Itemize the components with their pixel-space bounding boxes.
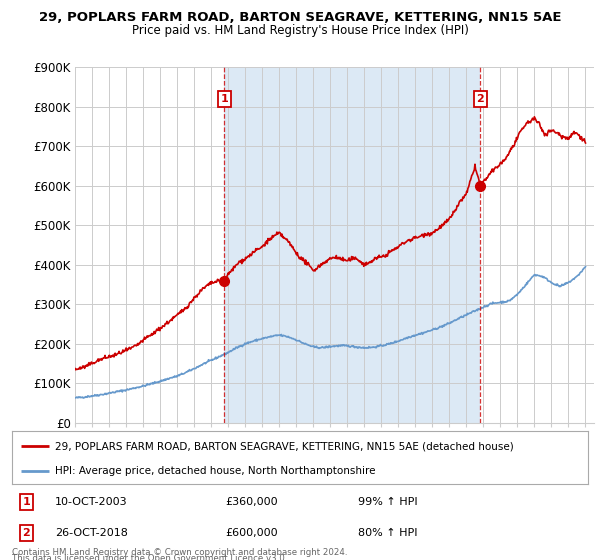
Text: 29, POPLARS FARM ROAD, BARTON SEAGRAVE, KETTERING, NN15 5AE (detached house): 29, POPLARS FARM ROAD, BARTON SEAGRAVE, …	[55, 441, 514, 451]
Text: £600,000: £600,000	[225, 528, 278, 538]
Text: 1: 1	[221, 94, 228, 104]
Bar	[224, 67, 481, 423]
Text: 2: 2	[22, 528, 30, 538]
Text: 80% ↑ HPI: 80% ↑ HPI	[358, 528, 417, 538]
Text: HPI: Average price, detached house, North Northamptonshire: HPI: Average price, detached house, Nort…	[55, 466, 376, 476]
Text: 10-OCT-2003: 10-OCT-2003	[55, 497, 128, 507]
Text: 99% ↑ HPI: 99% ↑ HPI	[358, 497, 417, 507]
Text: £360,000: £360,000	[225, 497, 278, 507]
Text: 26-OCT-2018: 26-OCT-2018	[55, 528, 128, 538]
Text: This data is licensed under the Open Government Licence v3.0.: This data is licensed under the Open Gov…	[12, 554, 287, 560]
Text: 2: 2	[476, 94, 484, 104]
Text: Contains HM Land Registry data © Crown copyright and database right 2024.: Contains HM Land Registry data © Crown c…	[12, 548, 347, 557]
Text: 1: 1	[22, 497, 30, 507]
Text: 29, POPLARS FARM ROAD, BARTON SEAGRAVE, KETTERING, NN15 5AE: 29, POPLARS FARM ROAD, BARTON SEAGRAVE, …	[39, 11, 561, 24]
Text: Price paid vs. HM Land Registry's House Price Index (HPI): Price paid vs. HM Land Registry's House …	[131, 24, 469, 36]
